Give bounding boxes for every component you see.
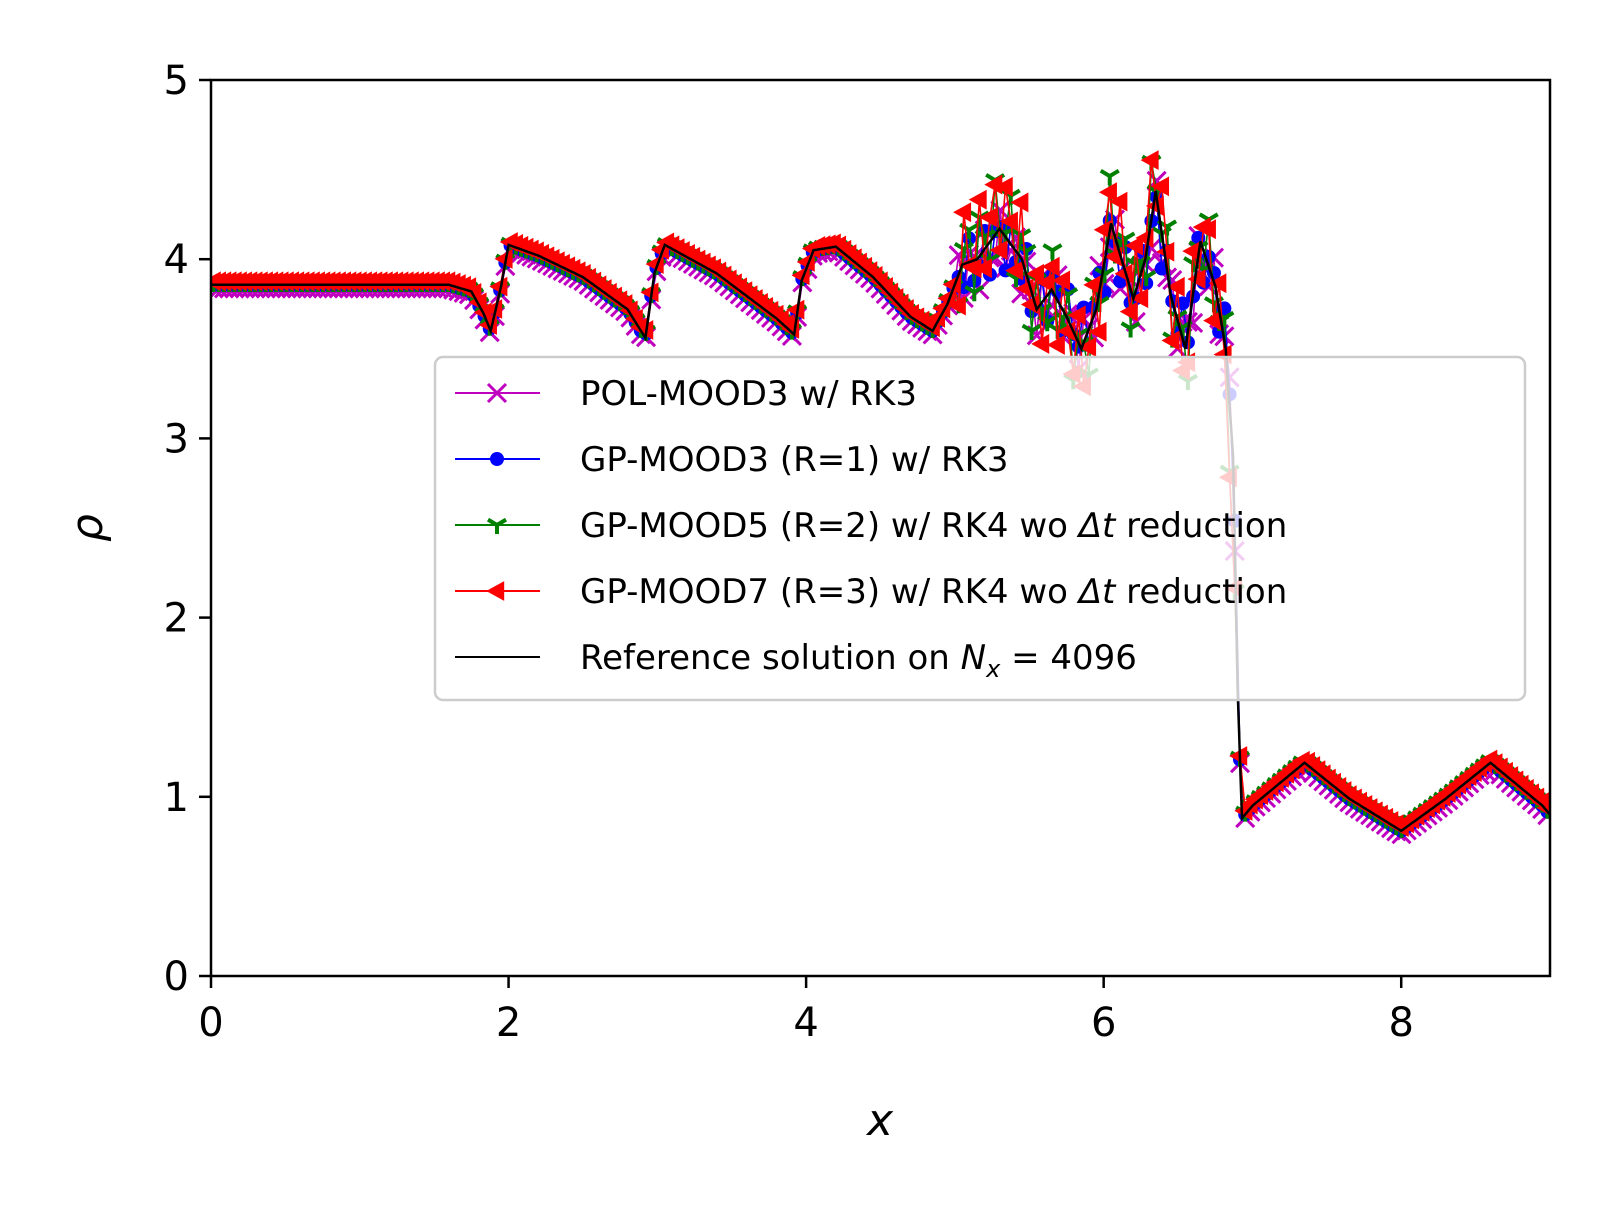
series-3-point bbox=[1109, 191, 1128, 212]
series-3-point bbox=[1208, 273, 1227, 294]
series-4-line bbox=[211, 190, 1550, 833]
x-tick-label: 6 bbox=[1091, 1000, 1116, 1046]
legend-label-1: GP-MOOD3 (R=1) w/ RK3 bbox=[580, 440, 1009, 480]
series-3-point bbox=[973, 258, 992, 279]
series-3-point bbox=[1130, 288, 1149, 309]
series-3-point bbox=[1182, 241, 1201, 262]
series-3-point bbox=[932, 298, 951, 319]
series-3-point bbox=[984, 174, 1003, 195]
y-tick-label: 5 bbox=[164, 58, 189, 104]
legend-marker-3 bbox=[486, 581, 505, 601]
series-3-point bbox=[635, 320, 654, 340]
legend: POL-MOOD3 w/ RK3 GP-MOOD3 (R=1) w/ RK3 GP-… bbox=[433, 355, 1527, 702]
series-3-point bbox=[1026, 263, 1045, 284]
series-3-point bbox=[1052, 270, 1071, 291]
series-group bbox=[211, 150, 1550, 845]
legend-label-2: GP-MOOD5 (R=2) w/ RK4 wo Δt reduction bbox=[580, 506, 1287, 546]
x-tick-label: 0 bbox=[198, 1000, 223, 1046]
series-3-point bbox=[1119, 301, 1138, 322]
series-3-point bbox=[947, 295, 966, 316]
legend-marker-2 bbox=[486, 517, 508, 534]
series-3-point bbox=[968, 189, 987, 210]
series-3-point bbox=[1067, 305, 1086, 326]
x-tick-label: 8 bbox=[1388, 1000, 1413, 1046]
legend-marker-0 bbox=[486, 382, 508, 404]
series-3-point bbox=[963, 258, 982, 279]
series-1-point bbox=[967, 273, 982, 288]
y-tick-label: 0 bbox=[164, 954, 189, 1000]
series-3-point bbox=[640, 282, 659, 303]
legend-label-3: GP-MOOD7 (R=3) w/ RK4 wo Δt reduction bbox=[580, 572, 1287, 612]
series-3-point bbox=[979, 207, 998, 228]
series-3-point bbox=[953, 202, 972, 223]
series-3-point bbox=[999, 211, 1018, 232]
series-3-point bbox=[1140, 150, 1159, 171]
series-2-point bbox=[1042, 243, 1063, 260]
series-3-point bbox=[1197, 219, 1216, 240]
series-3-point bbox=[994, 176, 1013, 197]
series-3-point bbox=[1203, 310, 1222, 331]
y-tick-label: 3 bbox=[164, 416, 189, 462]
y-tick-label: 1 bbox=[164, 775, 189, 821]
y-tick-label: 2 bbox=[164, 596, 189, 642]
x-tick-label: 2 bbox=[496, 1000, 521, 1046]
series-3-point bbox=[1098, 182, 1117, 203]
axis-ticks: 0 2 4 6 8 0 1 2 3 4 5 bbox=[164, 58, 1414, 1046]
series-3-point bbox=[1010, 192, 1029, 213]
legend-label-4: Reference solution on Nx = 4096 bbox=[580, 638, 1137, 683]
series-3-point bbox=[1151, 176, 1170, 197]
series-3-point bbox=[1088, 321, 1107, 342]
series-3-point bbox=[1229, 746, 1248, 766]
series-3-point bbox=[786, 299, 805, 320]
axes-frame bbox=[209, 78, 1552, 978]
series-3-point bbox=[1083, 274, 1102, 295]
y-axis-label: ρ bbox=[62, 514, 113, 542]
x-axis-label: x bbox=[865, 1095, 894, 1146]
series-2-point bbox=[1099, 168, 1120, 186]
series-3-point bbox=[1161, 330, 1180, 351]
series-3-point bbox=[1187, 269, 1206, 290]
series-3-point bbox=[1036, 272, 1055, 293]
series-3-point bbox=[1078, 337, 1097, 357]
series-3-point bbox=[1104, 246, 1123, 267]
series-3-point bbox=[1031, 334, 1050, 354]
series-3-point bbox=[1124, 235, 1143, 256]
series-3-point bbox=[989, 240, 1008, 261]
x-tick-label: 4 bbox=[793, 1000, 818, 1046]
legend-label-0: POL-MOOD3 w/ RK3 bbox=[580, 374, 917, 414]
series-3-point bbox=[1093, 219, 1112, 240]
series-2-point bbox=[964, 285, 985, 302]
series-3-point bbox=[1166, 276, 1185, 297]
series-3-point bbox=[1041, 256, 1060, 277]
series-2-point bbox=[1120, 321, 1141, 338]
legend-box bbox=[433, 355, 1527, 702]
series-3-point bbox=[1005, 260, 1024, 281]
y-tick-label: 4 bbox=[164, 237, 189, 283]
series-3-point bbox=[1046, 335, 1065, 355]
legend-marker-1 bbox=[490, 452, 504, 466]
series-2-point bbox=[1021, 323, 1042, 340]
plot-area bbox=[211, 150, 1550, 845]
